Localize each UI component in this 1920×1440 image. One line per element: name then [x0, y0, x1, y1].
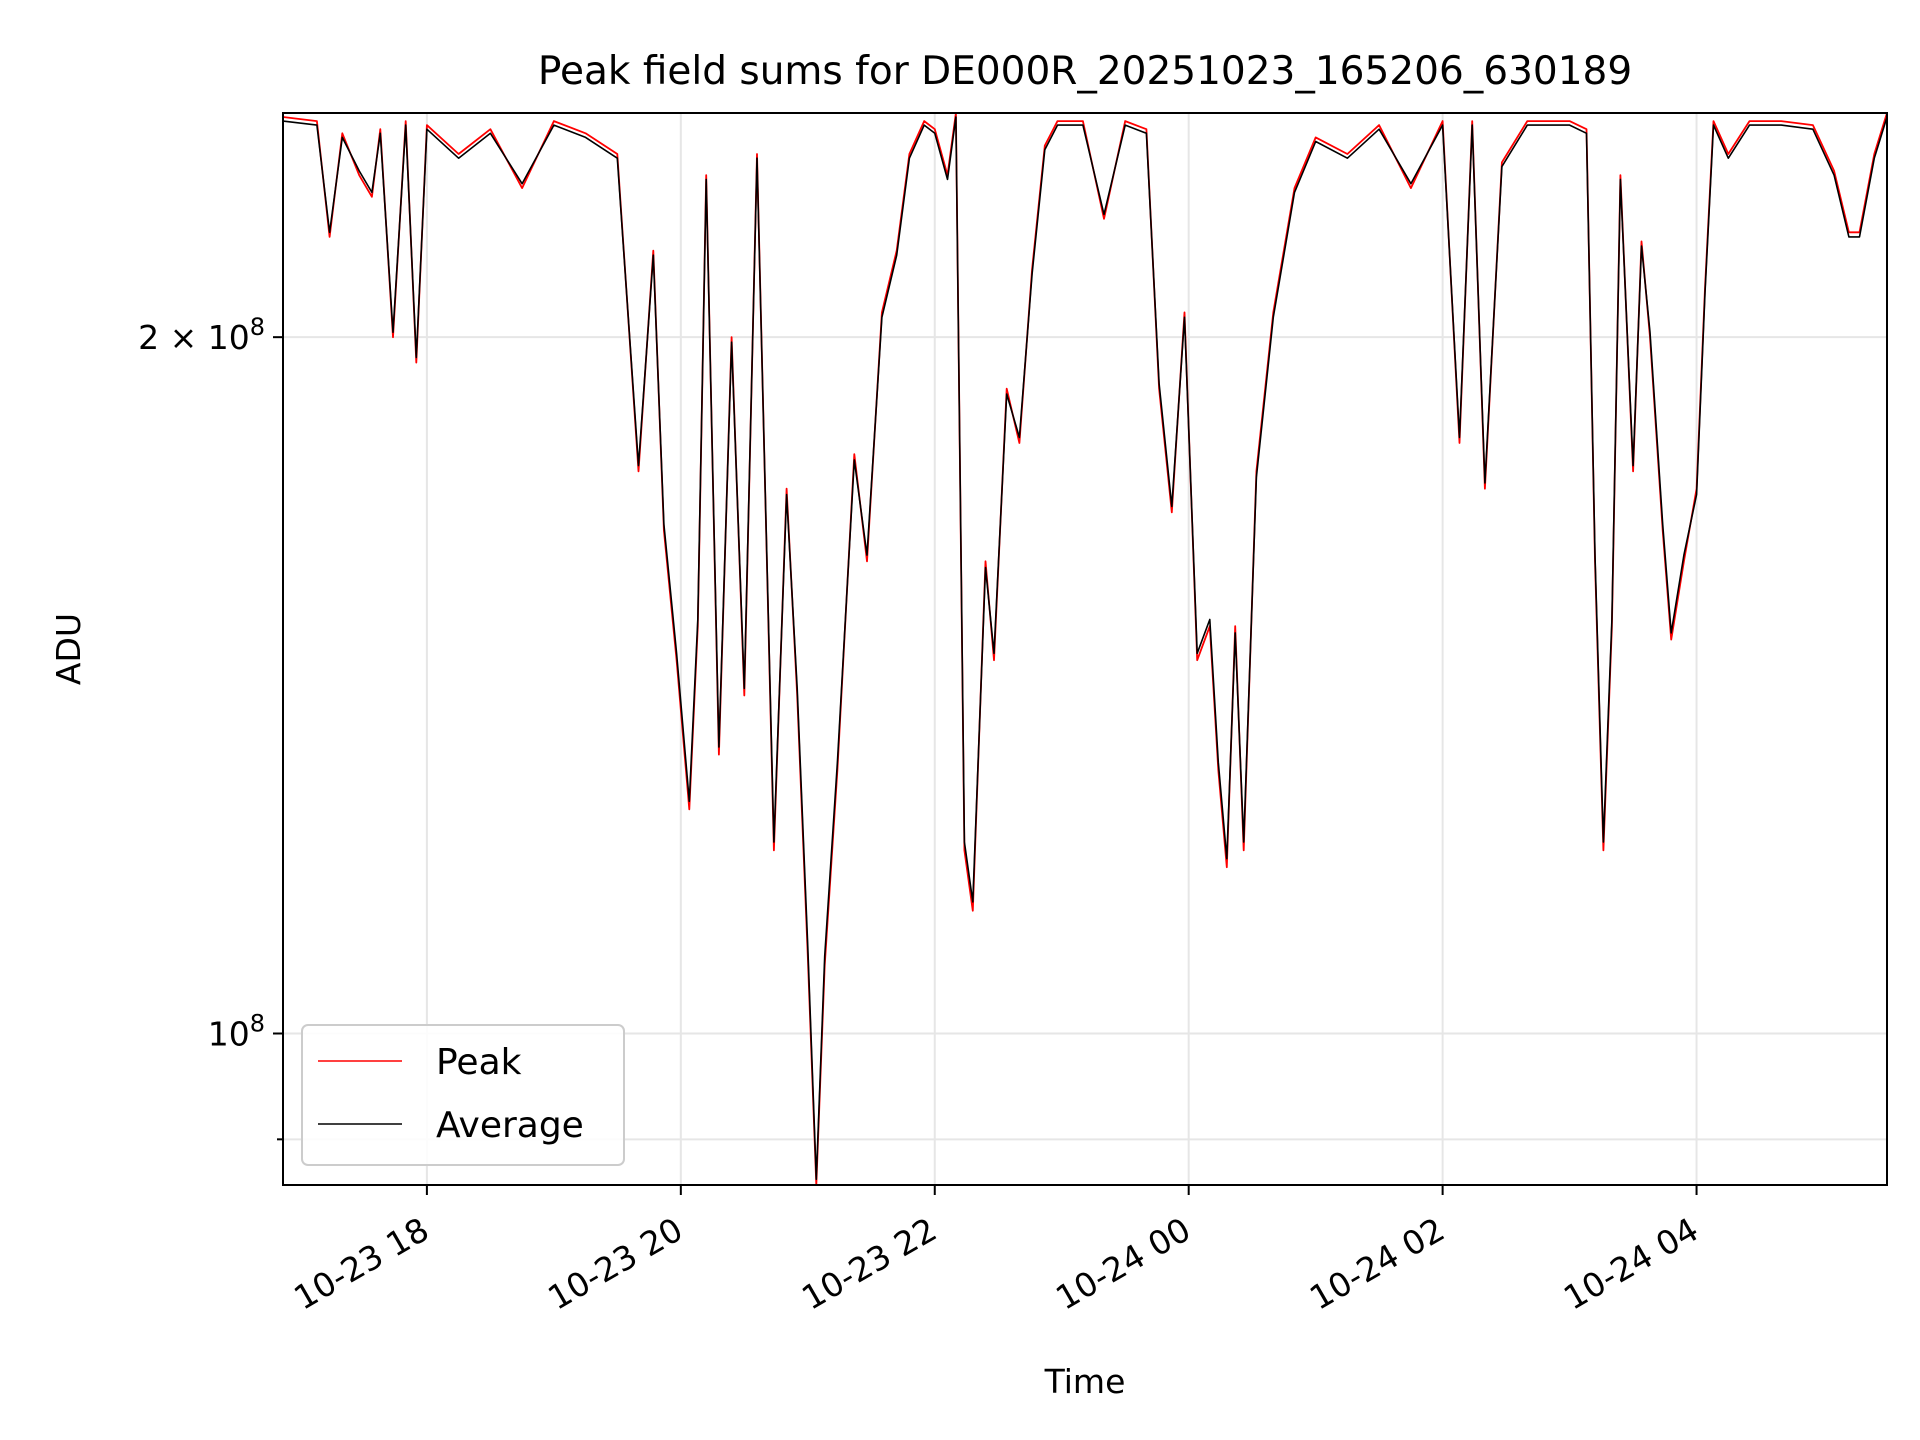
- series-layer: [282, 112, 1888, 1186]
- plot-area-frame: [282, 112, 1888, 1186]
- x-axis-label: Time: [1044, 1362, 1126, 1401]
- series-line-average: [282, 116, 1888, 1180]
- chart-title: Peak field sums for DE000R_20251023_1652…: [538, 49, 1632, 94]
- legend-label-peak: Peak: [436, 1042, 522, 1083]
- y-tick-label: 108: [208, 1009, 265, 1053]
- series-line-peak: [282, 112, 1888, 1186]
- legend-label-average: Average: [436, 1105, 584, 1146]
- y-axis-label: ADU: [49, 613, 88, 685]
- legend: Peak Average: [301, 1024, 625, 1166]
- y-tick-label: 2 × 108: [138, 313, 265, 357]
- legend-box: [301, 1024, 625, 1166]
